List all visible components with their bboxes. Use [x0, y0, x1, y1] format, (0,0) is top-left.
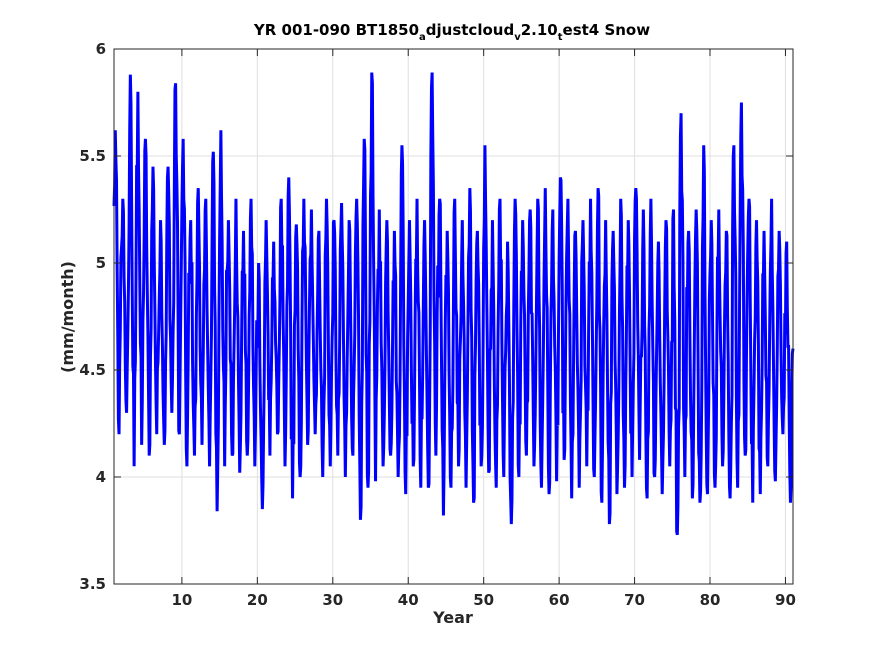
y-tick-label: 6 [96, 40, 106, 58]
x-tick-label: 30 [322, 591, 343, 609]
title-part-3: 2.10 [521, 21, 558, 39]
title-part-1: YR 001-090 BT1850 [253, 21, 419, 39]
y-tick-label: 4.5 [79, 361, 106, 379]
x-tick-label: 50 [473, 591, 494, 609]
axes-box [113, 48, 794, 585]
y-tick-label: 5 [96, 254, 106, 272]
tick-labels: 10 20 30 40 50 60 70 80 90 3.5 4 4.5 5 5.5 6 [79, 40, 795, 609]
title-subscript-1: a [419, 32, 426, 43]
y-tick-label: 4 [96, 468, 106, 486]
x-tick-label: 80 [700, 591, 721, 609]
x-tick-label: 10 [171, 591, 192, 609]
x-tick-label: 70 [624, 591, 645, 609]
series-layer [112, 72, 795, 536]
y-tick-label: 3.5 [79, 575, 106, 593]
ticks [114, 48, 793, 585]
x-tick-label: 90 [775, 591, 796, 609]
x-tick-label: 40 [398, 591, 419, 609]
snow-series-line [112, 72, 795, 536]
title-part-2: djustcloud [426, 21, 514, 39]
title-subscript-3: t [558, 32, 563, 43]
title-subscript-2: v [514, 32, 521, 43]
title-part-4: est4 Snow [563, 21, 651, 39]
x-tick-label: 20 [247, 591, 268, 609]
chart-title: YR 001-090 BT1850adjustcloudv2.10test4 S… [253, 21, 650, 43]
y-axis-label: (mm/month) [58, 261, 77, 373]
y-tick-label: 5.5 [79, 147, 106, 165]
x-axis-label: Year [432, 608, 473, 627]
x-tick-label: 60 [549, 591, 570, 609]
